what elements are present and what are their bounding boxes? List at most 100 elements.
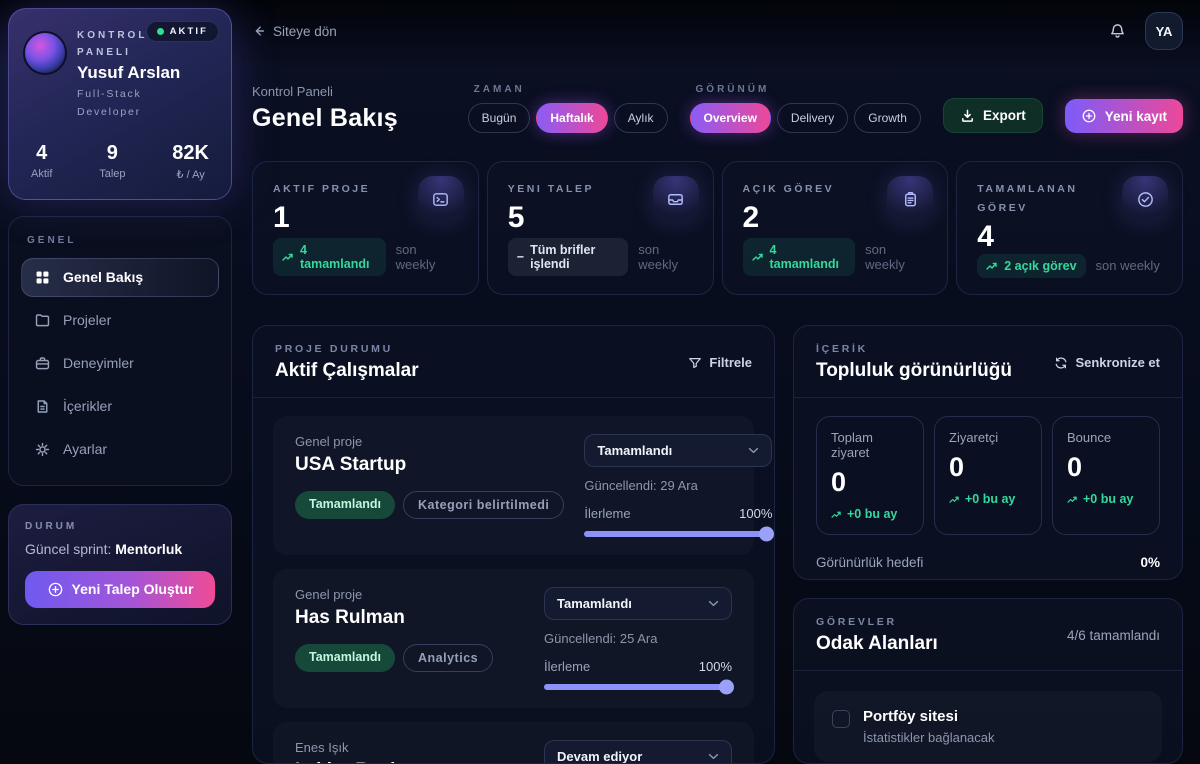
- stat-value: 5: [507, 200, 525, 234]
- stat-value: 2: [742, 200, 760, 234]
- time-pill-aylik[interactable]: Aylık: [613, 103, 668, 133]
- stat-card-aktif-proje: AKTIF PROJE 1 4 tamamlandı son weekly: [252, 161, 479, 295]
- tasks-panel: GÖREVLER Odak Alanları 4/6 tamamlandı Po…: [793, 598, 1183, 764]
- metric-trend: +0 bu ay: [949, 492, 1027, 506]
- view-pill-growth[interactable]: Growth: [854, 103, 921, 133]
- sidebar-item-projeler[interactable]: Projeler: [21, 301, 219, 340]
- task-checkbox[interactable]: [832, 710, 850, 729]
- sidebar-item-label: Genel Bakış: [63, 269, 144, 286]
- trend-up-icon: [831, 510, 842, 519]
- time-pill-haftalik[interactable]: Haftalık: [536, 103, 608, 133]
- view-pill-delivery[interactable]: Delivery: [776, 103, 849, 133]
- stat-note: son weekly: [638, 242, 679, 272]
- progress-slider[interactable]: [544, 684, 732, 690]
- new-record-label: Yeni kayıt: [1104, 108, 1167, 124]
- project-category-tag: Kategori belirtilmedi: [403, 491, 565, 519]
- stat-badge-label: 4 tamamlandı: [769, 243, 839, 271]
- project-status-select[interactable]: Tamamlandı: [584, 434, 773, 467]
- task-item: Portföy sitesi İstatistikler bağlanacak: [814, 691, 1162, 762]
- topbar: Siteye dön YA: [252, 0, 1183, 62]
- tasks-panel-eyebrow: GÖREVLER: [816, 616, 897, 629]
- sidebar-item-deneyimler[interactable]: Deneyimler: [21, 344, 219, 383]
- tasks-panel-title: Odak Alanları: [816, 633, 938, 655]
- stat-note: son weekly: [395, 242, 436, 272]
- project-client: Genel proje: [295, 434, 363, 449]
- stat-badge-label: 2 açık görev: [1004, 258, 1077, 273]
- metric-tile: Ziyaretçi 0 +0 bu ay: [934, 416, 1042, 535]
- progress-label: İlerleme: [584, 506, 631, 521]
- project-status-tag: Tamamlandı: [295, 491, 396, 519]
- arrow-left-icon: [252, 24, 266, 38]
- project-title: USA Startup: [295, 454, 407, 475]
- profile-stat-label: ₺ / Ay: [176, 168, 205, 181]
- project-status-select[interactable]: Tamamlandı: [544, 587, 732, 620]
- progress-slider-fill: [544, 684, 732, 690]
- visibility-metrics: Toplam ziyaret 0 +0 bu ay Ziyaretçi 0: [794, 398, 1182, 535]
- project-updated: Güncellendi: 29 Ara: [584, 478, 698, 493]
- back-to-site-link[interactable]: Siteye dön: [252, 24, 337, 39]
- view-filter-group: GÖRÜNÜM Overview Delivery Growth: [689, 84, 921, 133]
- breadcrumb: Kontrol Paneli: [252, 84, 333, 99]
- projects-panel: PROJE DURUMU Aktif Çalışmalar Filtrele: [252, 325, 775, 764]
- current-sprint-line: Güncel sprint: Mentorluk: [25, 541, 215, 557]
- profile-role: Full-Stack Developer: [77, 88, 142, 118]
- chevron-down-icon: [708, 600, 719, 607]
- new-record-button[interactable]: Yeni kayıt: [1064, 99, 1183, 133]
- chevron-down-icon: [748, 447, 759, 454]
- trend-up-icon: [986, 261, 998, 271]
- profile-stat: 82K ₺ / Ay: [172, 142, 209, 181]
- project-status-select[interactable]: Devam ediyor: [544, 740, 732, 763]
- new-request-label: Yeni Talep Oluştur: [71, 581, 194, 598]
- view-pill-overview[interactable]: Overview: [689, 103, 771, 133]
- profile-stat-label: Talep: [99, 167, 126, 180]
- time-pill-bugun[interactable]: Bugün: [467, 103, 531, 133]
- sidebar-item-ayarlar[interactable]: Ayarlar: [21, 430, 219, 469]
- status-dot-icon: [156, 28, 164, 35]
- stat-card-yeni-talep: YENI TALEP 5 − Tüm brifler işlendi son w…: [486, 161, 714, 295]
- profile-name: Yusuf Arslan: [77, 63, 181, 82]
- tasks-counter: 4/6 tamamlandı: [1066, 628, 1160, 644]
- sync-button[interactable]: Senkronize et: [1054, 355, 1160, 370]
- metric-trend: +0 bu ay: [831, 507, 909, 521]
- sprint-value: Mentorluk: [115, 540, 183, 557]
- inbox-icon: [652, 176, 699, 222]
- progress-label: İlerleme: [544, 659, 591, 674]
- status-card-eyebrow: DURUM: [25, 520, 78, 532]
- trend-up-icon: [282, 252, 294, 262]
- plus-circle-icon: [1081, 108, 1097, 124]
- bell-icon[interactable]: [1108, 22, 1127, 41]
- user-avatar[interactable]: YA: [1145, 12, 1183, 50]
- project-title: Işıklar Realestate: [295, 760, 450, 763]
- sidebar-item-label: İçerikler: [63, 398, 113, 415]
- stat-badge: − Tüm brifler işlendi: [507, 238, 629, 276]
- stat-badge-label: 4 tamamlandı: [300, 243, 370, 271]
- chevron-down-icon: [708, 753, 719, 760]
- profile-stat-value: 9: [106, 141, 118, 164]
- progress-slider-fill: [584, 531, 773, 537]
- project-row: Enes Işık Işıklar Realestate Devam ediyo…: [273, 722, 754, 763]
- metric-trend: +0 bu ay: [1067, 492, 1145, 506]
- terminal-icon: [417, 176, 464, 222]
- filter-button[interactable]: Filtrele: [688, 355, 752, 370]
- task-subtitle: İstatistikler bağlanacak: [863, 730, 995, 746]
- project-client: Enes Işık: [295, 740, 349, 755]
- visibility-goal-percent: 0%: [1140, 555, 1160, 570]
- export-button[interactable]: Export: [942, 98, 1043, 133]
- clipboard-icon: [887, 176, 934, 222]
- select-value: Tamamlandı: [557, 596, 632, 611]
- new-request-button[interactable]: Yeni Talep Oluştur: [25, 570, 215, 608]
- sidebar-item-genel-bakis[interactable]: Genel Bakış: [21, 257, 219, 297]
- projects-panel-title: Aktif Çalışmalar: [275, 360, 419, 381]
- select-value: Tamamlandı: [597, 443, 673, 458]
- profile-stat-value: 82K: [172, 141, 209, 164]
- metric-trend-label: +0 bu ay: [1083, 492, 1134, 506]
- sidebar-item-icerikler[interactable]: İçerikler: [21, 387, 219, 426]
- metric-value: 0: [831, 467, 847, 497]
- stat-badge: 4 tamamlandı: [742, 238, 856, 276]
- stat-label: AÇIK GÖREV: [742, 183, 835, 195]
- project-title: Has Rulman: [295, 607, 405, 628]
- visibility-goal-label: Görünürlük hedefi: [816, 555, 924, 570]
- time-filter-label: ZAMAN: [473, 84, 525, 95]
- progress-slider[interactable]: [584, 531, 773, 537]
- content-visibility-panel: İÇERİK Topluluk görünürlüğü Senkronize e…: [793, 325, 1183, 581]
